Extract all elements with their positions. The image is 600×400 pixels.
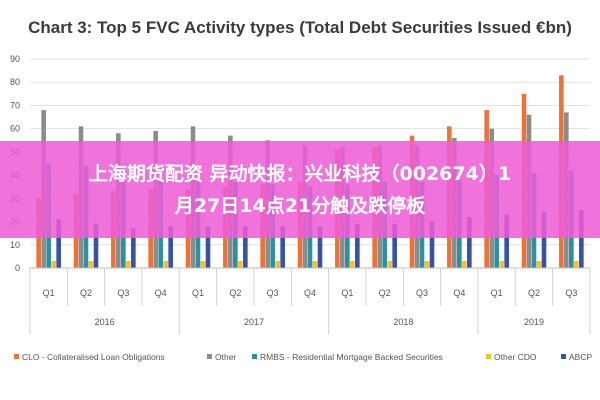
x-tick-label: Q3: [117, 288, 129, 298]
banner-line-1: 上海期货配资 异动快报：兴业科技（002674）1: [88, 162, 512, 185]
year-label: 2019: [524, 317, 544, 327]
legend-label: Other CDO: [494, 352, 537, 362]
bar: [579, 209, 584, 268]
bar: [462, 261, 467, 268]
y-tick-label: 60: [10, 124, 20, 134]
legend-label: CLO - Collateralised Loan Obligations: [22, 352, 165, 362]
bar: [243, 226, 248, 268]
x-tick-label: Q4: [453, 288, 465, 298]
bar: [200, 261, 206, 268]
overlay-banner[interactable]: 上海期货配资 异动快报：兴业科技（002674）1 月27日14点21分触及跌停…: [0, 141, 600, 238]
year-label: 2016: [95, 317, 115, 327]
legend: CLO - Collateralised Loan Obligations Oth…: [14, 352, 592, 362]
y-tick-label: 0: [15, 263, 20, 273]
bar: [238, 261, 243, 268]
bar: [355, 223, 360, 268]
y-tick-label: 80: [10, 77, 20, 87]
bar: [392, 223, 397, 268]
legend-swatch: [486, 354, 491, 359]
legend-label: Other: [215, 352, 236, 362]
chart-title: Chart 3: Top 5 FVC Activity types (Total…: [28, 18, 572, 37]
bar: [467, 216, 472, 268]
x-tick-label: Q3: [416, 288, 428, 298]
legend-label: ABCP: [569, 352, 592, 362]
y-tick-label: 90: [10, 54, 20, 64]
bar: [168, 226, 173, 268]
y-tick-label: 10: [10, 240, 20, 250]
bar: [574, 261, 579, 268]
bar: [504, 214, 509, 268]
x-tick-label: Q2: [80, 288, 92, 298]
legend-swatch: [252, 354, 257, 359]
x-tick-label: Q4: [304, 288, 316, 298]
bar: [312, 261, 318, 268]
y-tick-label: 70: [10, 100, 20, 110]
legend-swatch: [207, 354, 212, 359]
x-tick-label: Q3: [565, 288, 577, 298]
x-tick-label: Q4: [155, 288, 167, 298]
bar: [429, 221, 435, 268]
bar: [280, 226, 285, 268]
bar: [424, 261, 430, 268]
bar: [163, 261, 168, 268]
x-tick-label: Q1: [341, 288, 353, 298]
legend-swatch: [561, 354, 566, 359]
x-tick-label: Q1: [491, 288, 503, 298]
bar: [131, 228, 136, 268]
bar: [51, 261, 56, 268]
x-axis: Q1 Q2 Q3 Q4 Q1 Q2 Q3 Q4 Q1 Q2 Q3 Q4 Q1 Q2 Q3 2016 2017 20…: [29, 267, 591, 334]
x-tick-label: Q2: [528, 288, 540, 298]
bar: [93, 223, 99, 268]
x-tick-label: Q3: [267, 288, 279, 298]
bar: [317, 226, 323, 268]
legend-label: RMBS - Residential Mortgage Backed Secur…: [260, 352, 443, 362]
bar: [205, 226, 211, 268]
x-tick-label: Q2: [379, 288, 391, 298]
bar: [88, 261, 94, 268]
bar: [126, 261, 131, 268]
bar: [541, 212, 547, 268]
year-label: 2017: [244, 317, 264, 327]
bar: [387, 261, 392, 268]
x-tick-label: Q1: [43, 288, 55, 298]
x-tick-label: Q1: [192, 288, 204, 298]
legend-swatch: [14, 354, 19, 359]
bar: [536, 261, 542, 268]
x-tick-label: Q2: [229, 288, 241, 298]
bar: [56, 219, 61, 268]
bar: [499, 261, 504, 268]
banner-line-2: 月27日14点21分触及跌停板: [174, 194, 426, 217]
bar: [275, 261, 280, 268]
year-label: 2018: [393, 317, 413, 327]
bar: [350, 261, 355, 268]
